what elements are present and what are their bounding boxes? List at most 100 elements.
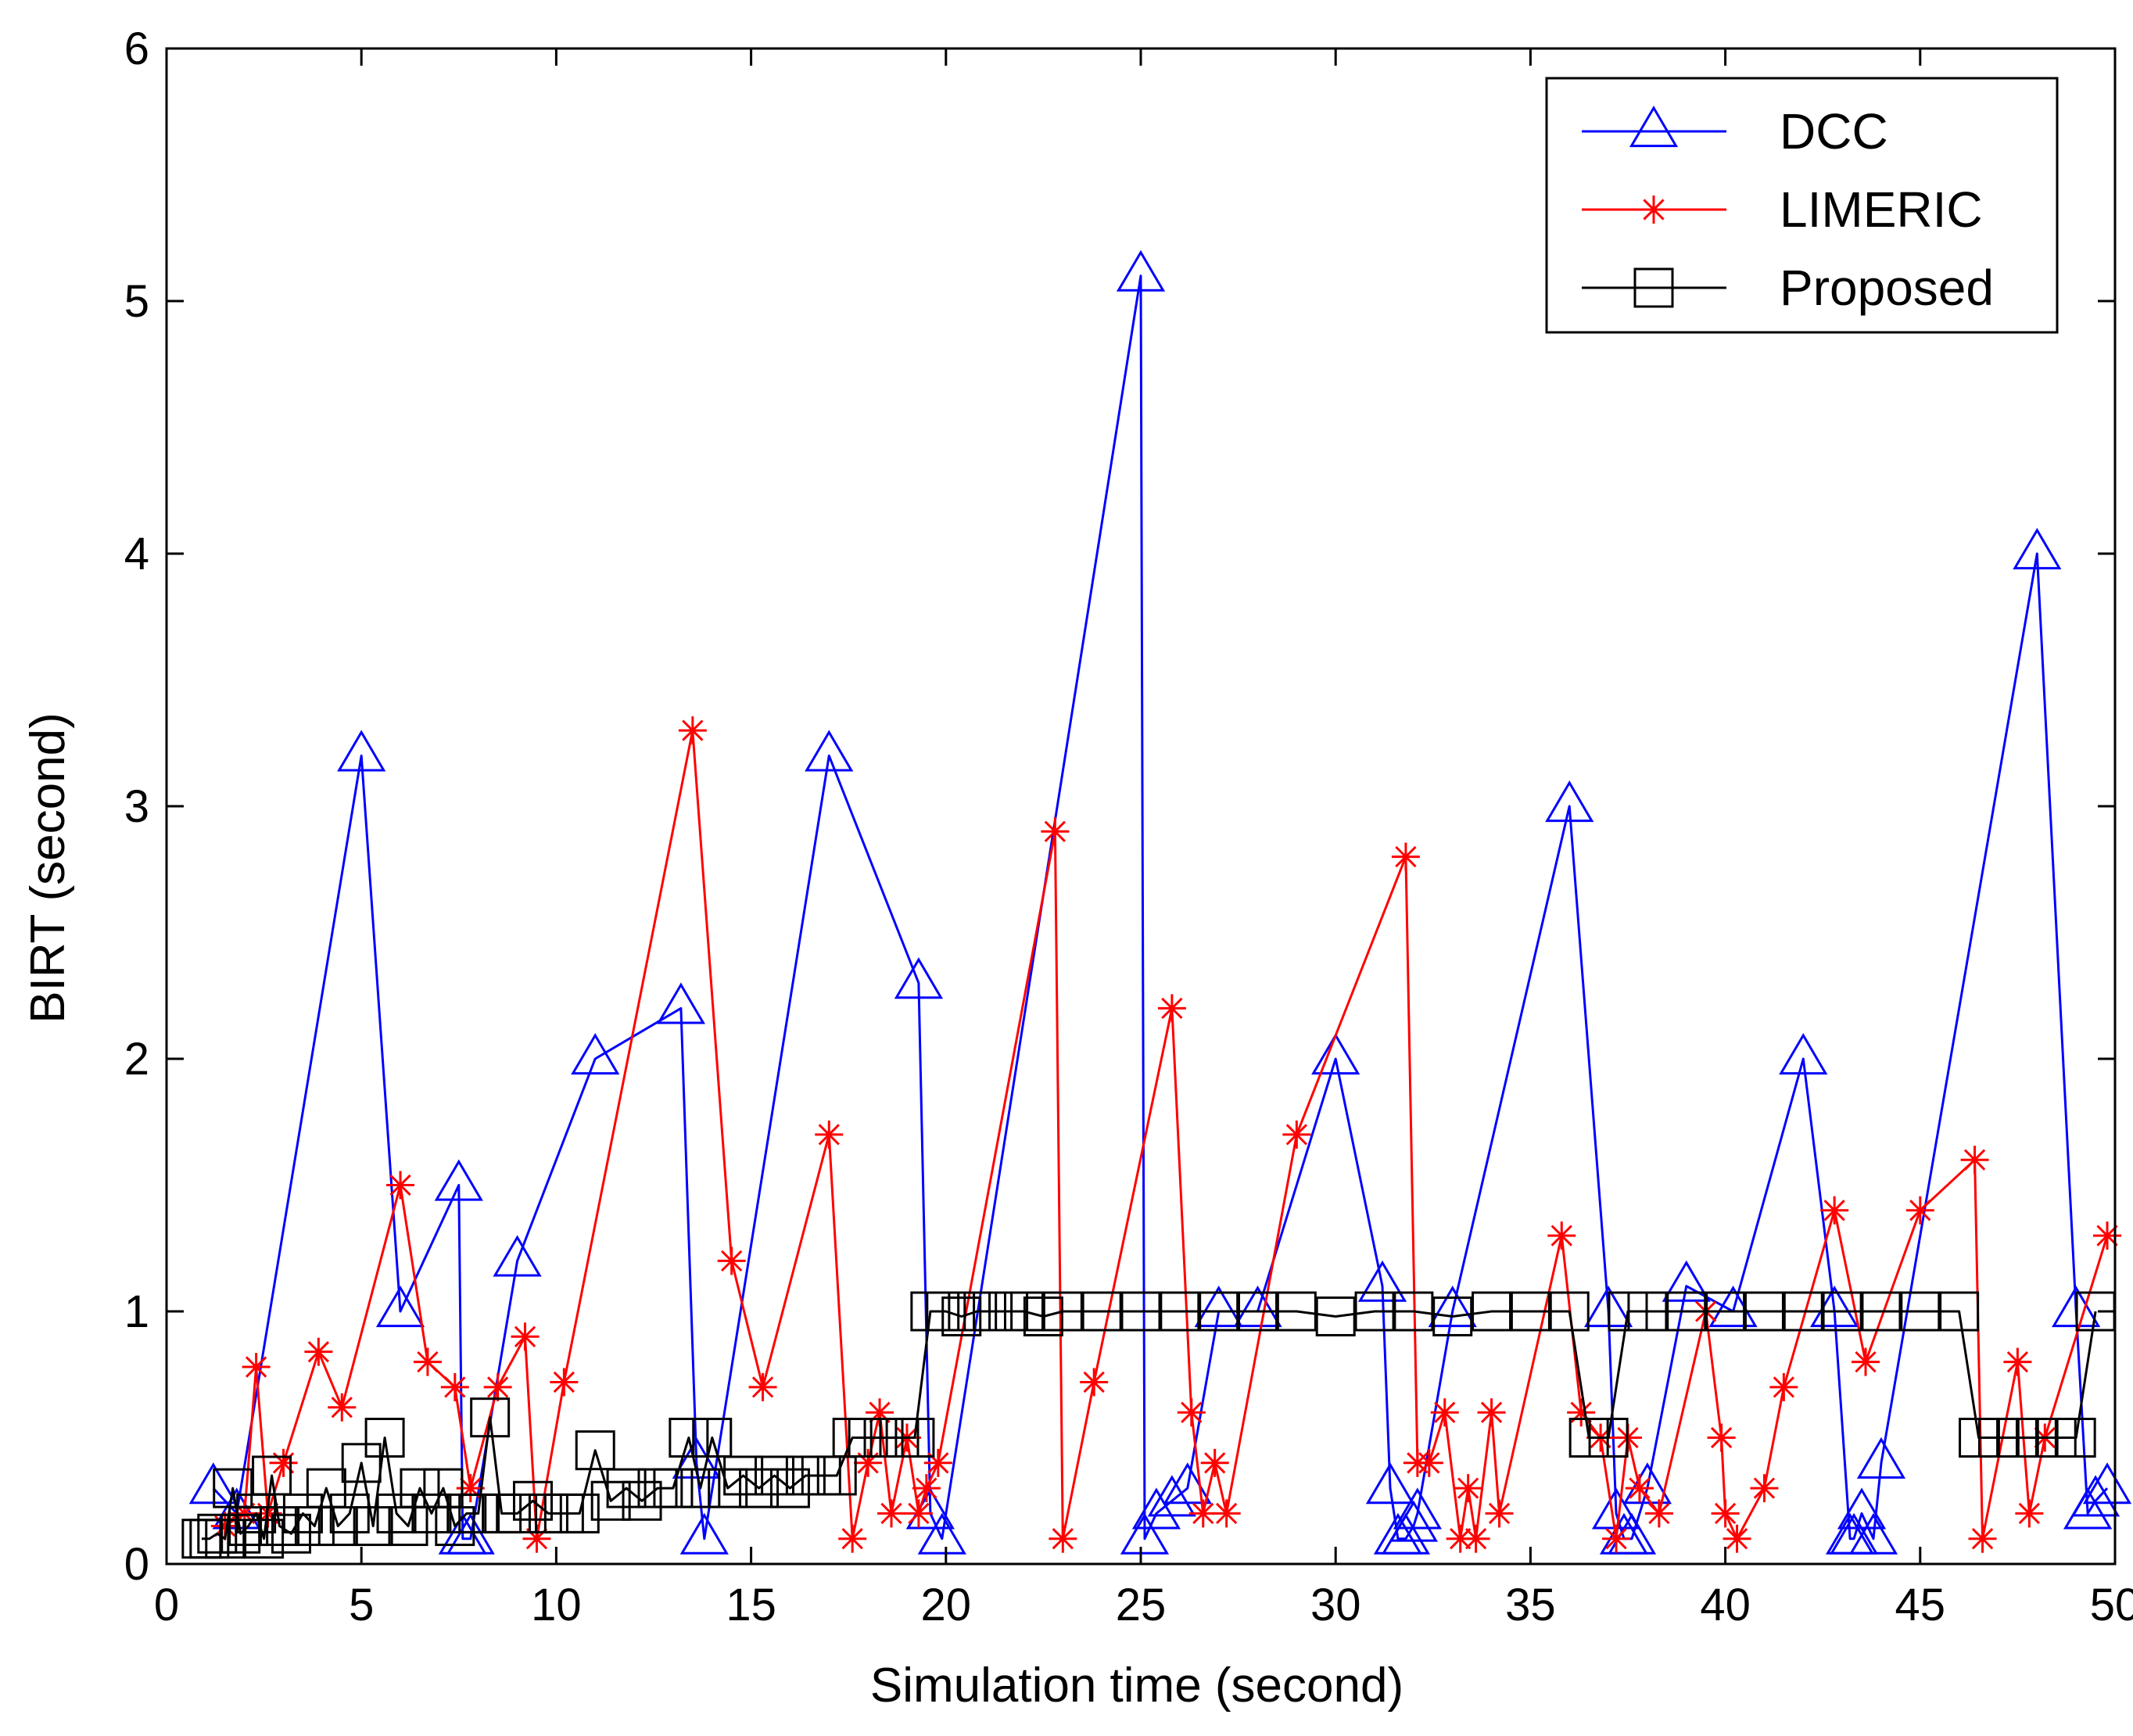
- data-point-limeric: [1602, 1524, 1631, 1553]
- data-point-dcc: [1779, 1033, 1828, 1075]
- series-line-dcc: [212, 274, 2109, 1541]
- data-point-proposed: [1315, 1296, 1356, 1336]
- data-point-proposed: [1432, 1296, 1473, 1336]
- y-axis-title: BIRT (second): [21, 712, 75, 1023]
- asterisk-stroke: [2096, 1225, 2118, 1246]
- asterisk-stroke: [1450, 1528, 1472, 1550]
- data-point-limeric: [1212, 1499, 1241, 1528]
- data-point-limeric: [483, 1372, 512, 1401]
- asterisk-stroke: [553, 1371, 575, 1393]
- data-point-limeric: [413, 1347, 442, 1376]
- data-point-dcc: [1365, 1462, 1415, 1505]
- data-point-limeric: [1960, 1146, 1989, 1175]
- data-point-proposed: [653, 1468, 694, 1508]
- data-point-limeric: [904, 1499, 933, 1528]
- y-tick-label: 0: [124, 1539, 149, 1590]
- data-point-limeric: [2003, 1347, 2032, 1376]
- data-point-proposed: [926, 1291, 966, 1332]
- data-point-limeric: [1750, 1474, 1779, 1503]
- data-point-proposed: [1081, 1291, 1122, 1332]
- asterisk-stroke: [841, 1528, 863, 1550]
- data-point-dcc: [1147, 1475, 1196, 1517]
- data-point-proposed: [1120, 1291, 1161, 1332]
- x-tick-label: 50: [2090, 1580, 2133, 1630]
- asterisk-stroke: [1457, 1477, 1479, 1499]
- x-axis-title: Simulation time (second): [870, 1659, 1403, 1713]
- asterisk-stroke: [1909, 1200, 1931, 1221]
- data-point-limeric: [1282, 1120, 1311, 1149]
- y-tick-label: 6: [124, 23, 149, 74]
- data-point-dcc: [1357, 1260, 1407, 1302]
- asterisk-stroke: [908, 1502, 930, 1525]
- data-point-limeric: [2093, 1221, 2122, 1250]
- data-point-proposed: [1160, 1291, 1200, 1332]
- asterisk-stroke: [818, 1124, 840, 1146]
- data-point-dcc: [1428, 1286, 1477, 1328]
- data-point-limeric: [1391, 842, 1420, 871]
- data-point-proposed: [559, 1493, 600, 1533]
- data-point-dcc: [434, 1159, 483, 1201]
- data-point-proposed: [470, 1397, 511, 1438]
- x-tick-label: 25: [1116, 1580, 1167, 1630]
- data-point-limeric: [1177, 1398, 1206, 1427]
- data-point-proposed: [512, 1480, 553, 1521]
- data-point-proposed: [708, 1468, 748, 1508]
- data-point-proposed: [1199, 1291, 1239, 1332]
- data-point-limeric: [678, 716, 707, 745]
- data-point-limeric: [1157, 994, 1186, 1023]
- data-point-proposed: [769, 1468, 810, 1508]
- data-point-limeric: [1414, 1448, 1443, 1477]
- data-point-limeric: [923, 1448, 952, 1477]
- data-point-limeric: [912, 1474, 941, 1503]
- asterisk-stroke: [682, 719, 704, 741]
- asterisk-stroke: [1083, 1371, 1105, 1393]
- y-tick-label: 5: [124, 276, 149, 327]
- legend-label-dcc: DCC: [1780, 103, 1888, 160]
- asterisk-stroke: [1629, 1477, 1651, 1499]
- data-point-limeric: [1461, 1524, 1490, 1553]
- legend-box: [1545, 77, 2059, 334]
- data-point-proposed: [941, 1296, 982, 1336]
- data-point-proposed: [282, 1493, 323, 1533]
- data-point-proposed: [341, 1443, 382, 1483]
- data-point-proposed: [271, 1513, 311, 1554]
- data-point-limeric: [1625, 1474, 1654, 1503]
- data-point-limeric: [838, 1524, 867, 1553]
- data-point-limeric: [1041, 817, 1070, 846]
- data-point-proposed: [1549, 1291, 1590, 1332]
- data-point-limeric: [1852, 1347, 1880, 1376]
- asterisk-stroke: [1605, 1528, 1627, 1550]
- x-tick-label: 10: [531, 1580, 582, 1630]
- data-point-proposed: [894, 1418, 935, 1458]
- series-proposed: [181, 1291, 2116, 1559]
- data-point-proposed: [376, 1493, 417, 1533]
- asterisk-stroke: [721, 1250, 743, 1272]
- data-point-dcc: [805, 730, 854, 772]
- data-point-dcc: [1311, 1033, 1360, 1075]
- data-point-proposed: [1666, 1291, 1707, 1332]
- data-point-proposed: [739, 1468, 780, 1508]
- data-point-limeric: [1820, 1196, 1849, 1225]
- data-point-dcc: [571, 1033, 620, 1075]
- asterisk-stroke: [486, 1376, 509, 1398]
- data-point-dcc: [2082, 1462, 2132, 1505]
- y-tick-label: 1: [124, 1286, 149, 1337]
- data-point-proposed: [680, 1468, 721, 1508]
- legend: DCC LIMERIC Proposed: [1545, 77, 2059, 334]
- asterisk-stroke: [1204, 1452, 1226, 1474]
- data-point-limeric: [1080, 1368, 1109, 1397]
- asterisk-stroke: [1480, 1401, 1503, 1423]
- asterisk-stroke: [1823, 1200, 1845, 1221]
- y-tick-label: 2: [124, 1034, 149, 1085]
- data-point-proposed: [228, 1506, 269, 1547]
- data-point-dcc: [1389, 1500, 1438, 1542]
- data-point-limeric: [304, 1337, 333, 1366]
- data-point-proposed: [692, 1418, 733, 1458]
- data-point-proposed: [1939, 1291, 1980, 1332]
- data-point-dcc: [446, 1512, 495, 1555]
- data-point-limeric: [1644, 1499, 1673, 1528]
- data-point-proposed: [1354, 1291, 1395, 1332]
- data-point-limeric: [1711, 1499, 1740, 1528]
- asterisk-stroke: [1648, 1502, 1670, 1525]
- data-point-limeric: [511, 1322, 540, 1351]
